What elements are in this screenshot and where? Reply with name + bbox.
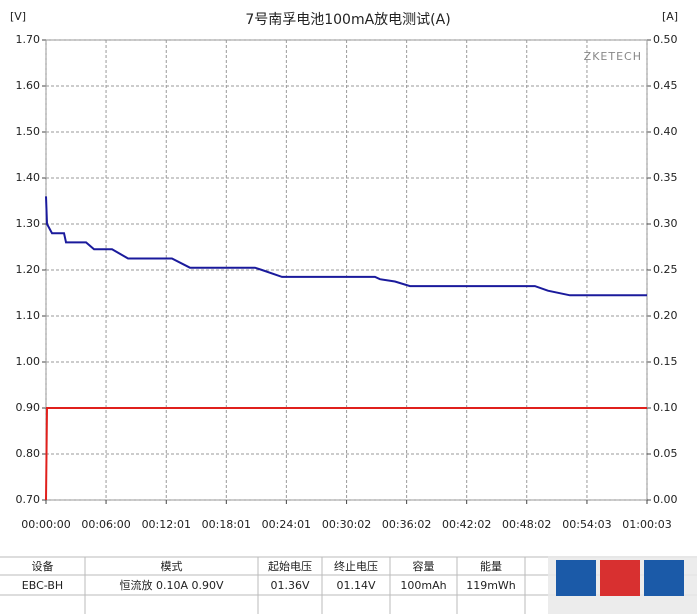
plot: 0.00 0.05 0.10 0.15 0.20 0.25 0.30 0.35 0.40 0.45… — [16, 33, 678, 531]
watermark: ZKETECH — [584, 50, 642, 63]
y2-tick-label: 0.50 — [653, 33, 678, 46]
y-tick-label: 1.10 — [16, 309, 41, 322]
data-line — [45, 196, 647, 297]
x-tick-label: 00:36:02 — [382, 518, 431, 531]
x-tick-label: 00:48:02 — [502, 518, 551, 531]
table-header: 能量 — [480, 559, 502, 573]
table-cell: 119mWh — [466, 579, 516, 592]
y-tick-label: 1.20 — [16, 263, 41, 276]
x-tick-label: 00:18:01 — [202, 518, 251, 531]
y-unit: [V] — [10, 10, 26, 23]
x-tick-label: 00:00:00 — [21, 518, 70, 531]
y-tick-label: 1.30 — [16, 217, 41, 230]
y-tick-label: 1.40 — [16, 171, 41, 184]
x-tick-label: 00:30:02 — [322, 518, 371, 531]
y-tick-label: 0.80 — [16, 447, 41, 460]
site-logo — [548, 556, 697, 614]
y-tick-label: 1.00 — [16, 355, 41, 368]
y-tick-label: 1.50 — [16, 125, 41, 138]
x-tick-label: 00:42:02 — [442, 518, 491, 531]
table-cell: 100mAh — [400, 579, 446, 592]
table-header: 模式 — [161, 560, 183, 573]
x-tick-label: 00:06:00 — [81, 518, 130, 531]
y2-tick-label: 0.10 — [653, 401, 678, 414]
table-cell: 01.14V — [336, 579, 375, 592]
chart-title: 7号南孚电池100mA放电测试(A) — [245, 12, 450, 28]
y2-tick-label: 0.20 — [653, 309, 678, 322]
table: 设备 模式 起始电压 终止电压 容量 能量 EBC-BH 恒流放 0.10A 0.90V 01.… — [0, 556, 697, 614]
y-tick-label: 1.70 — [16, 33, 41, 46]
table-header: 起始电压 — [268, 559, 312, 573]
x-tick-label: 01:00:03 — [622, 518, 671, 531]
x-tick-label: 00:12:01 — [142, 518, 191, 531]
table-cell: 恒流放 0.10A 0.90V — [119, 578, 224, 592]
table-header: 容量 — [413, 559, 435, 573]
y2-tick-label: 0.25 — [653, 263, 678, 276]
y2-tick-label: 0.05 — [653, 447, 678, 460]
y2-unit: [A] — [662, 10, 678, 23]
y2-tick-label: 0.30 — [653, 217, 678, 230]
x-tick-label: 00:54:03 — [562, 518, 611, 531]
y2-tick-label: 0.15 — [653, 355, 678, 368]
y-tick-label: 1.60 — [16, 79, 41, 92]
y2-tick-label: 0.35 — [653, 171, 678, 184]
table-header: 设备 — [32, 559, 54, 573]
y-tick-label: 0.90 — [16, 401, 41, 414]
table-cell: EBC-BH — [22, 579, 63, 592]
y2-tick-label: 0.00 — [653, 493, 678, 506]
table-cell: 01.36V — [270, 579, 309, 592]
data-line — [45, 407, 647, 501]
table-header: 终止电压 — [334, 559, 378, 573]
y-tick-label: 0.70 — [16, 493, 41, 506]
y2-tick-label: 0.45 — [653, 79, 678, 92]
x-tick-label: 00:24:01 — [262, 518, 311, 531]
y2-tick-label: 0.40 — [653, 125, 678, 138]
